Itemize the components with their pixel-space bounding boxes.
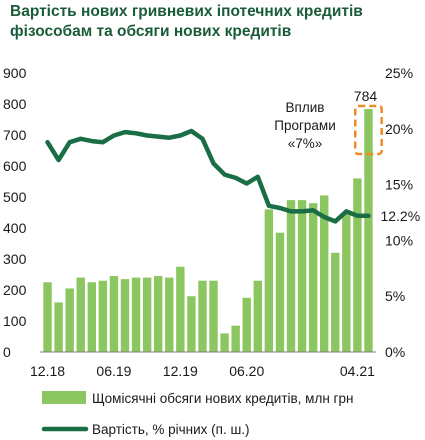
bar — [242, 297, 251, 352]
bar-series — [43, 108, 373, 353]
note-line-1: Вплив — [286, 100, 325, 115]
left-tick-label: 900 — [3, 65, 27, 81]
rate-line — [45, 128, 371, 224]
legend-bar-label: Щомісячні обсяги нових кредитів, млн грн — [92, 391, 353, 406]
bar — [220, 333, 229, 352]
x-tick-label: 06.20 — [229, 363, 264, 379]
right-tick-label: 10% — [385, 232, 413, 248]
bar — [142, 277, 152, 352]
left-tick-label: 800 — [3, 96, 27, 112]
bar — [131, 277, 141, 352]
x-tick-label: 04.21 — [340, 363, 375, 379]
bar — [165, 277, 174, 352]
bar — [275, 232, 285, 352]
bar — [87, 282, 97, 352]
left-tick-label: 200 — [3, 282, 27, 298]
bar — [187, 296, 196, 352]
x-tick-label: 06.19 — [96, 363, 131, 379]
bar — [331, 252, 340, 352]
bar — [231, 325, 240, 352]
peak-highlight-box — [354, 104, 383, 156]
right-tick-label: 25% — [385, 65, 413, 81]
right-tick-label: 0% — [385, 344, 405, 360]
x-axis: 12.18 06.19 12.19 06.20 04.21 — [30, 363, 375, 379]
bar — [264, 209, 274, 352]
bar — [65, 288, 74, 352]
bar — [364, 108, 373, 353]
legend-line-label: Вартість, % річних (п. ш.) — [92, 422, 250, 437]
bar — [98, 280, 108, 352]
note-line-3: «7%» — [288, 136, 323, 151]
bar — [109, 276, 119, 352]
bar — [308, 203, 318, 352]
annotations: 784 12.2% Вплив Програми «7%» — [274, 88, 420, 224]
left-tick-label: 100 — [3, 313, 27, 329]
left-axis: 0 100 200 300 400 500 600 700 800 900 — [3, 65, 27, 360]
left-tick-label: 400 — [3, 220, 27, 236]
last-rate-label: 12.2% — [380, 208, 420, 224]
right-tick-label: 5% — [385, 288, 405, 304]
left-tick-label: 500 — [3, 189, 27, 205]
bar — [342, 212, 351, 352]
bar — [286, 200, 296, 352]
bar — [176, 266, 185, 352]
bar — [353, 178, 362, 352]
bar — [120, 279, 130, 352]
bar — [198, 280, 207, 352]
bar — [253, 280, 263, 352]
bar — [43, 282, 52, 352]
chart-title: Вартість нових гривневих іпотечних креди… — [10, 2, 420, 42]
peak-value-label: 784 — [354, 88, 378, 104]
x-tick-label: 12.18 — [30, 363, 65, 379]
left-tick-label: 700 — [3, 127, 27, 143]
x-tick-label: 12.19 — [163, 363, 198, 379]
bar — [209, 280, 218, 352]
bar — [76, 277, 85, 352]
left-tick-label: 0 — [3, 344, 11, 360]
bar — [54, 302, 63, 352]
legend: Щомісячні обсяги нових кредитів, млн грн… — [41, 391, 353, 437]
legend-bar-swatch — [42, 391, 86, 404]
bar — [297, 200, 307, 352]
chart-title-line-1: Вартість нових гривневих іпотечних креди… — [10, 3, 363, 20]
right-tick-label: 15% — [385, 177, 413, 193]
chart-title-line-2: фізособам та обсяги нових кредитів — [10, 22, 292, 40]
right-axis: 0% 5% 10% 15% 20% 25% — [385, 65, 413, 360]
left-tick-label: 300 — [3, 251, 27, 267]
bar — [153, 276, 163, 352]
right-tick-label: 20% — [385, 121, 413, 137]
bar — [319, 195, 329, 352]
note-line-2: Програми — [274, 118, 335, 133]
left-tick-label: 600 — [3, 158, 27, 174]
